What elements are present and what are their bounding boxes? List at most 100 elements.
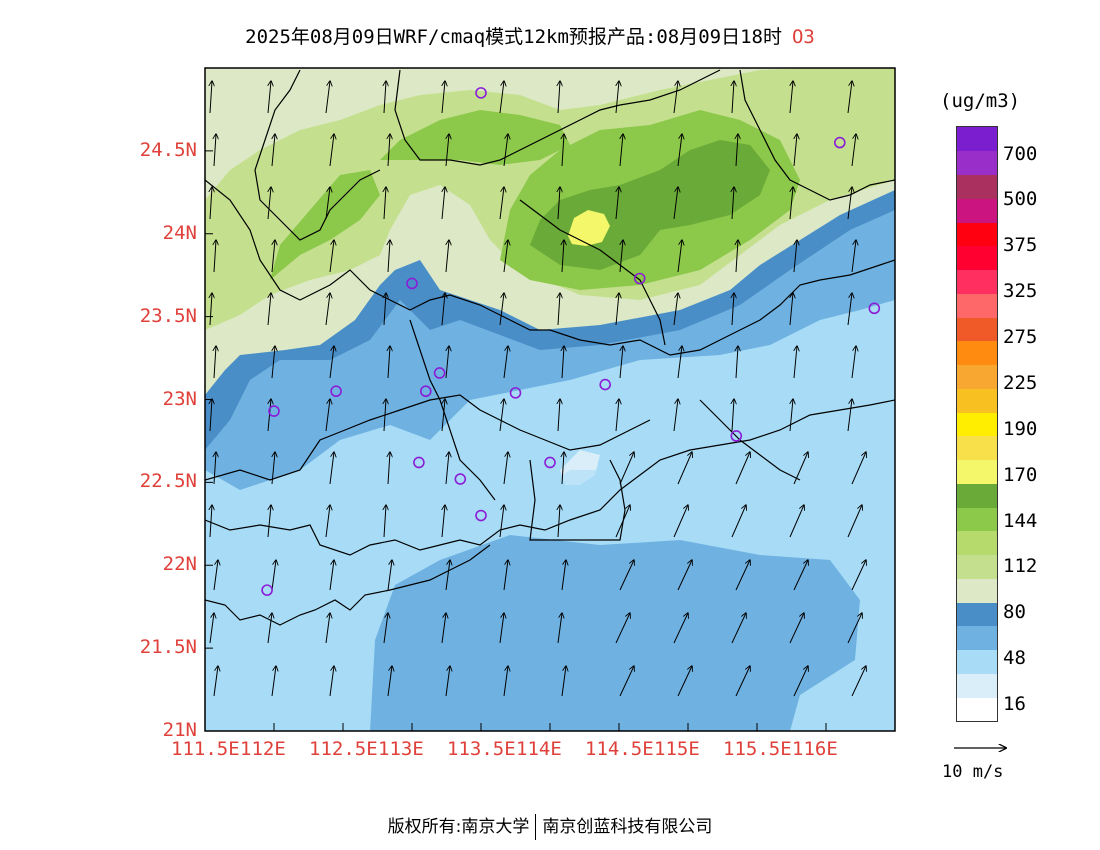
district-border-g	[409, 319, 496, 501]
wind-arrow	[384, 293, 386, 326]
footer: 版权所有:南京大学 南京创蓝科技有限公司	[0, 812, 1100, 840]
lat-tick-label: 23.5N	[139, 304, 197, 327]
wind-arrow	[619, 452, 634, 485]
boundary-lines	[205, 69, 895, 626]
station-marker	[833, 136, 846, 149]
wind-arrow	[503, 452, 508, 485]
lat-tick-label: 22.5N	[139, 470, 197, 493]
station-marker	[454, 473, 467, 485]
wind-arrow	[615, 187, 619, 220]
wind-arrow	[209, 613, 214, 644]
wind-arrow	[325, 187, 330, 220]
wind-arrow	[503, 666, 508, 697]
wind-arrow	[847, 399, 852, 432]
wind-arrow	[673, 613, 688, 644]
colorbar-segment	[957, 150, 997, 175]
wind-arrow	[384, 81, 386, 114]
footer-separator	[535, 814, 537, 840]
wind-arrow	[619, 666, 634, 697]
district-border-d	[519, 199, 666, 346]
wind-arrow	[329, 560, 334, 591]
wind-vectors	[209, 81, 866, 697]
lat-tick-label: 24.5N	[139, 138, 197, 161]
band-north	[205, 68, 820, 200]
colorbar-segment	[957, 697, 997, 722]
district-border-f	[529, 459, 626, 541]
wind-arrow	[441, 399, 445, 432]
wind-arrow	[445, 346, 449, 379]
wind-arrow	[851, 240, 856, 273]
wind-arrow	[329, 346, 334, 379]
wind-arrow	[214, 452, 216, 485]
lon-tick-label: 115E	[654, 738, 700, 760]
colorbar-label: 190	[1003, 418, 1038, 440]
district-border-c	[254, 69, 381, 241]
wind-arrow	[325, 505, 330, 538]
sea-band	[370, 535, 860, 731]
colorbar	[956, 126, 998, 722]
wind-arrow	[847, 81, 852, 114]
tick-marks	[204, 150, 827, 732]
wind-arrow	[558, 505, 560, 538]
wind-arrow	[736, 346, 738, 379]
lat-tick-label: 24N	[162, 221, 197, 244]
colorbar-unit: (ug/m3)	[940, 90, 1021, 112]
colorbar-segment	[957, 245, 997, 271]
colorbar-segment	[957, 649, 997, 674]
wind-arrow	[562, 346, 564, 379]
station-marker	[509, 387, 522, 399]
wind-arrow	[499, 293, 504, 326]
wind-arrow	[388, 452, 390, 485]
colorbar-segment	[957, 673, 997, 698]
wind-arrow	[445, 134, 449, 167]
colorbar-segment	[957, 198, 997, 223]
station-marker	[868, 302, 881, 315]
colorbar-segment	[957, 127, 997, 152]
colorbar-label: 16	[1003, 693, 1026, 715]
footer-left: 版权所有:南京大学	[387, 817, 530, 837]
wind-arrow	[615, 505, 630, 538]
footer-right: 南京创蓝科技有限公司	[542, 817, 713, 837]
wind-arrow	[441, 81, 445, 114]
wind-arrow	[561, 560, 566, 591]
wind-arrow	[851, 452, 866, 485]
wind-arrow	[789, 187, 793, 220]
colorbar-segment	[957, 174, 997, 199]
wind-arrow	[793, 452, 808, 485]
lon-tick-label: 114E	[516, 738, 562, 760]
colorbar-label: 375	[1003, 234, 1038, 256]
colorbar-segment	[957, 293, 997, 318]
wind-arrow	[384, 187, 386, 220]
colorbar-segment	[957, 602, 997, 627]
colorbar-segment	[957, 530, 997, 556]
wind-arrow	[847, 293, 852, 326]
colorbar-segment	[957, 554, 997, 579]
wind-arrow	[503, 240, 508, 273]
concentration-field	[205, 68, 895, 731]
wind-arrow	[387, 560, 392, 591]
colorbar-segment	[957, 412, 997, 437]
station-marker	[261, 584, 273, 596]
colorbar-label: 48	[1003, 647, 1026, 669]
wind-arrow	[615, 81, 619, 114]
colorbar-label: 325	[1003, 280, 1038, 302]
wind-arrow	[557, 613, 562, 644]
colorbar-label: 225	[1003, 372, 1038, 394]
wind-arrow	[214, 346, 216, 379]
station-marker	[544, 456, 556, 469]
lon-tick-label: 112E	[240, 738, 286, 760]
wind-arrow	[619, 240, 623, 273]
wind-arrow	[329, 452, 334, 485]
wind-arrow	[677, 666, 692, 697]
wind-arrow	[325, 81, 330, 114]
wind-arrow	[499, 505, 504, 538]
wind-arrow	[267, 505, 271, 538]
wind-reference-label: 10 m/s	[942, 762, 1004, 782]
colorbar-label: 144	[1003, 510, 1038, 532]
station-marker	[419, 385, 432, 398]
coastline-west	[205, 544, 491, 626]
wind-arrow	[561, 666, 566, 697]
wind-arrow	[789, 81, 793, 114]
wind-arrow	[441, 613, 446, 644]
wind-arrow	[214, 134, 216, 167]
